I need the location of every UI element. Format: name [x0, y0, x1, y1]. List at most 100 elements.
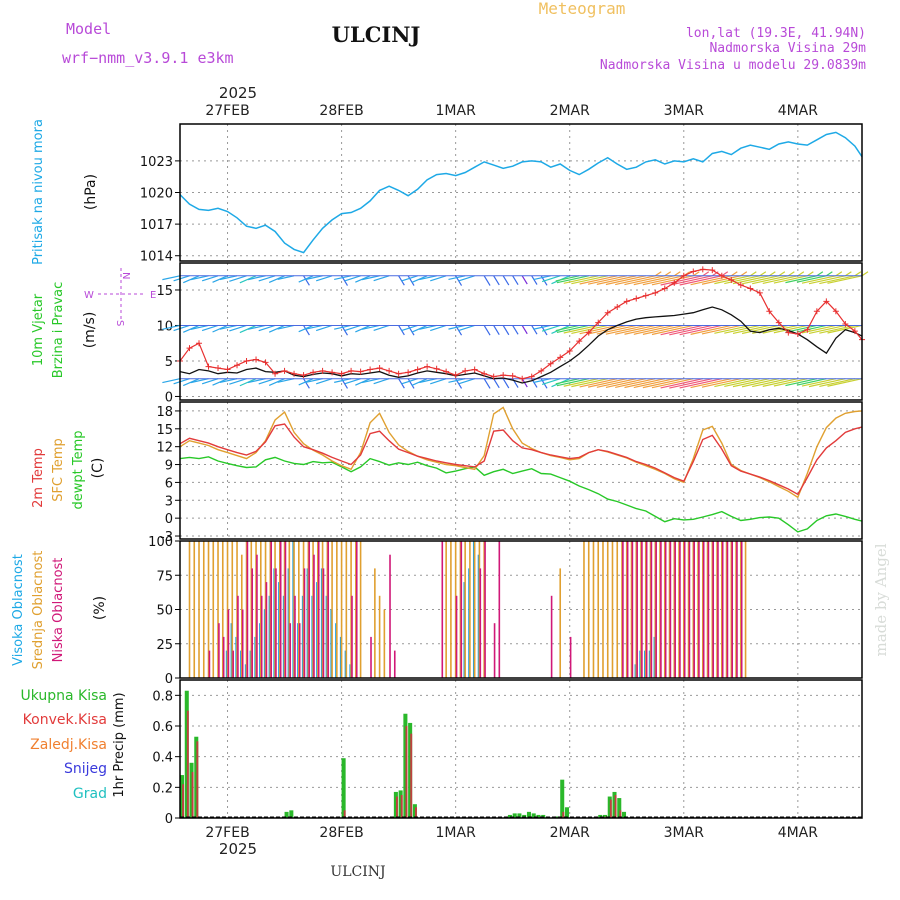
wind-barb-flag	[721, 271, 729, 277]
gust-marker	[414, 366, 421, 373]
bottom-date-3MAR: 3MAR	[664, 825, 705, 841]
cloud-mid-bar	[725, 541, 728, 678]
wind-barb	[268, 275, 285, 284]
cloud-mid-bar	[682, 541, 685, 678]
gust-marker	[481, 370, 488, 377]
cloud-mid-bar	[212, 541, 215, 678]
wind-barb	[624, 324, 665, 335]
y-tick-label: 0	[165, 812, 173, 827]
wind-barb	[785, 275, 817, 284]
wind-barb	[801, 275, 836, 284]
gust-marker	[329, 369, 336, 376]
cloud-low-bar	[370, 636, 372, 678]
temp-label-2m: 2m Temp	[31, 448, 46, 508]
cloud-mid-bar	[445, 541, 447, 678]
cloud-low-bar	[645, 541, 648, 678]
compass-e: E	[150, 290, 156, 301]
gust-marker	[813, 308, 820, 315]
cloud-mid-bar	[478, 541, 481, 678]
wind-barb	[201, 275, 219, 282]
dewpoint-line	[179, 456, 863, 533]
cloud-low-bar	[698, 541, 700, 678]
cloud-mid-bar	[312, 541, 314, 678]
cloud-mid-bar	[326, 541, 329, 678]
wind-barb	[571, 275, 608, 285]
wind-barb	[419, 378, 437, 384]
wind-barb	[642, 324, 684, 335]
wind-barb	[808, 378, 846, 388]
y-tick-label: 75	[156, 569, 173, 584]
cloud-mid-bar	[483, 541, 485, 678]
precip-total-bar	[180, 775, 185, 818]
cloud-low-bar	[232, 650, 234, 678]
wind-barb	[277, 324, 295, 330]
wind-barb	[407, 325, 415, 336]
wind-barb-flag	[692, 271, 700, 277]
y-tick-label: -3	[160, 530, 173, 545]
cloud-low-bar	[731, 541, 734, 678]
precip-total-bar	[612, 791, 617, 818]
bottom-date-labels: 27FEB 28FEB 1MAR 2MAR 3MAR 4MAR	[205, 825, 818, 841]
cloud-mid-bar	[288, 541, 291, 678]
cloud-low-bar	[313, 554, 315, 678]
y-tick-label: 18	[156, 405, 173, 420]
cloud-mid-bar	[217, 541, 219, 678]
wind-label-2: Brzina i Pravac	[51, 282, 66, 379]
gust-marker	[462, 367, 469, 374]
cloud-low-bar	[265, 582, 268, 678]
y-tick-label: 12	[156, 441, 173, 456]
top-date-27FEB: 27FEB	[205, 103, 249, 119]
wind-barb	[190, 324, 209, 330]
cloud-mid-bar	[740, 541, 742, 678]
gust-marker	[766, 308, 773, 315]
cloud-mid-bar	[317, 541, 319, 678]
cloud-high-bar	[268, 595, 271, 678]
wind-barb	[732, 275, 770, 285]
gust-marker	[671, 279, 678, 286]
gust-marker	[243, 357, 250, 364]
wind-barb-flag	[788, 271, 795, 277]
wind-barb	[334, 378, 352, 383]
gust-marker	[585, 329, 592, 336]
wind-barb	[531, 275, 538, 285]
cloud-low-bar	[389, 554, 391, 678]
wind-barb	[651, 378, 694, 389]
wind-barb	[596, 378, 637, 388]
panel-frame	[179, 123, 863, 262]
precip-conv-bar	[405, 726, 408, 818]
precip-total-bar	[393, 791, 398, 818]
wind-barb	[827, 324, 863, 334]
wind-barb	[305, 378, 323, 384]
cloud-mid-bar	[283, 541, 286, 678]
wind-barb	[458, 275, 475, 282]
wind-barb	[483, 275, 491, 286]
cloud-mid-bar	[602, 541, 604, 678]
wind-barb-flag	[702, 271, 710, 277]
wind-barb	[556, 275, 589, 284]
wind-barb	[571, 324, 608, 334]
wind-barb	[714, 378, 751, 388]
wind-barb	[651, 324, 694, 336]
wind-barb	[827, 275, 863, 284]
pressure-line	[179, 131, 863, 254]
wind-barb	[430, 324, 447, 332]
wind-barb-flag	[861, 271, 869, 277]
cloud-low-bar	[655, 541, 657, 678]
cloud-mid-bar	[654, 541, 657, 678]
gust-marker	[262, 359, 269, 366]
wind-barb	[268, 324, 285, 333]
cloud-high-bar	[634, 664, 637, 678]
wind-barb	[316, 275, 333, 282]
wind-barb	[258, 324, 276, 332]
wind-barb	[277, 275, 295, 280]
cloud-mid-bar	[659, 541, 661, 678]
bottom-date-2MAR: 2MAR	[550, 825, 591, 841]
wind-barb	[827, 378, 863, 387]
gust-marker	[709, 267, 716, 274]
gust-marker	[310, 369, 317, 376]
cloud-low-bar	[669, 541, 672, 678]
wind-barb	[162, 275, 181, 281]
gust-marker	[234, 362, 241, 369]
panel-2: 0 5 10 15	[156, 263, 869, 405]
wind-barb	[796, 275, 827, 283]
